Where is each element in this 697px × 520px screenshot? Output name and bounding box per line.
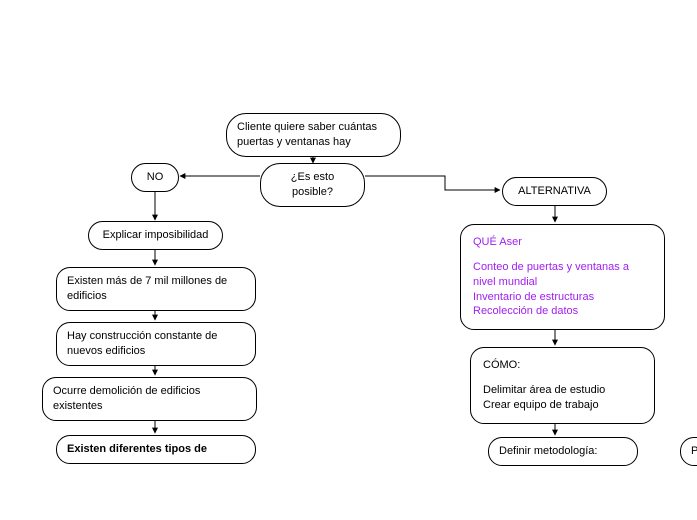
node-explicar: Explicar imposibilidad: [88, 221, 223, 250]
node-que-line3: Recolección de datos: [473, 304, 652, 319]
node-decision-label: ¿Es esto posible?: [291, 171, 334, 198]
node-como-title: CÓMO:: [483, 358, 642, 373]
node-decision: ¿Es esto posible?: [260, 163, 365, 207]
node-que-line2: Inventario de estructuras: [473, 290, 652, 305]
node-no: NO: [131, 163, 179, 192]
node-par: PAR: [680, 437, 697, 466]
node-existen-label: Existen más de 7 mil millones de edifici…: [67, 275, 227, 302]
node-construccion: Hay construcción constante de nuevos edi…: [56, 322, 256, 366]
node-alt-label: ALTERNATIVA: [518, 185, 591, 197]
node-demol-label: Ocurre demolición de edificios existente…: [53, 385, 200, 412]
node-metod-label: Definir metodología:: [499, 445, 597, 457]
node-existen: Existen más de 7 mil millones de edifici…: [56, 267, 256, 311]
node-tipos: Existen diferentes tipos de: [56, 435, 256, 464]
node-como-line2: Crear equipo de trabajo: [483, 398, 642, 413]
node-par-label: PAR: [691, 445, 697, 457]
node-que-line1: Conteo de puertas y ventanas a nivel mun…: [473, 260, 652, 290]
node-metodologia: Definir metodología:: [488, 437, 638, 466]
node-tipos-label: Existen diferentes tipos de: [67, 443, 207, 455]
node-como: CÓMO: Delimitar área de estudio Crear eq…: [470, 347, 655, 424]
node-constr-label: Hay construcción constante de nuevos edi…: [67, 330, 217, 357]
node-que-title: QUÉ Aser: [473, 235, 652, 250]
node-que: QUÉ Aser Conteo de puertas y ventanas a …: [460, 224, 665, 330]
node-no-label: NO: [147, 171, 164, 183]
node-root-label: Cliente quiere saber cuántas puertas y v…: [237, 121, 377, 148]
node-root: Cliente quiere saber cuántas puertas y v…: [226, 113, 401, 157]
node-alternativa: ALTERNATIVA: [502, 177, 607, 206]
node-como-line1: Delimitar área de estudio: [483, 383, 642, 398]
node-demolicion: Ocurre demolición de edificios existente…: [42, 377, 257, 421]
node-explicar-label: Explicar imposibilidad: [103, 229, 209, 241]
